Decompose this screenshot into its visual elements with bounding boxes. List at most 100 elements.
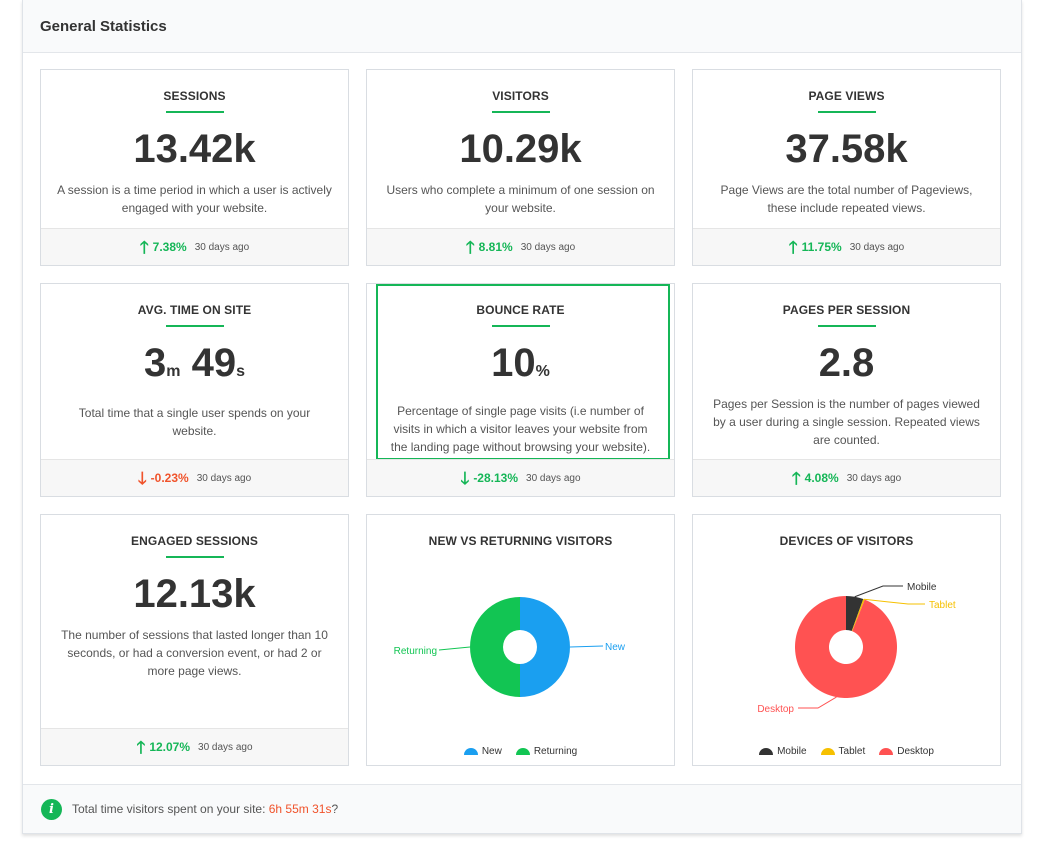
chart-title: DEVICES OF VISITORS <box>779 534 914 548</box>
total-time-label: Total time visitors spent on your site: <box>72 802 269 816</box>
total-time-value: 6h 55m 31s <box>268 802 332 816</box>
trend-value: 4.08% <box>804 471 839 485</box>
card-description: Pages per Session is the number of pages… <box>713 397 980 447</box>
legend-label: Desktop <box>897 746 934 757</box>
new-vs-returning-chart: New Returning <box>394 597 626 697</box>
total-time-suffix: ? <box>331 802 339 816</box>
avg-time-value: 3m 49s <box>41 341 348 394</box>
legend-label: Mobile <box>777 746 807 757</box>
devices-chart: Mobile Tablet Desktop <box>757 582 956 715</box>
title-underline <box>165 325 224 327</box>
legend-swatch <box>879 748 894 755</box>
trend: 🡓 -0.23% <box>138 470 189 487</box>
arrow-up-icon: 🡑 <box>136 737 146 757</box>
sessions-card: SESSIONS 13.42k A session is a time peri… <box>40 69 349 266</box>
title-underline <box>491 325 550 327</box>
slice-label-returning: Returning <box>394 646 437 657</box>
pages-per-session-value: 2.8 <box>818 341 875 385</box>
legend-item-desktop[interactable]: Desktop <box>879 746 934 757</box>
stats-grid: SESSIONS 13.42k A session is a time peri… <box>40 69 1002 766</box>
card-title: BOUNCE RATE <box>476 303 565 317</box>
slice-label-leader <box>863 598 925 605</box>
arrow-up-icon: 🡑 <box>465 237 475 257</box>
legend-swatch <box>515 748 530 755</box>
trend: 🡓 -28.13% <box>460 470 518 487</box>
chart-legend: New Returning <box>367 746 674 757</box>
trend: 🡑 11.75% <box>789 239 842 256</box>
card-description: Percentage of single page visits (i.e nu… <box>390 404 651 454</box>
pie-slice-returning[interactable] <box>470 597 520 697</box>
trend: 🡑 8.81% <box>466 239 513 256</box>
slice-label-leader <box>854 585 903 598</box>
legend-item-mobile[interactable]: Mobile <box>759 746 807 757</box>
engaged-sessions-value: 12.13k <box>133 572 256 616</box>
pie-slice-mobile[interactable] <box>846 596 864 632</box>
card-footer: 🡑 7.38% 30 days ago <box>41 228 348 265</box>
trend-value: 7.38% <box>152 240 187 254</box>
page-views-card: PAGE VIEWS 37.58k Page Views are the tot… <box>692 69 1001 266</box>
trend: 🡑 4.08% <box>792 470 839 487</box>
percent-unit: % <box>535 363 550 380</box>
card-title: PAGES PER SESSION <box>782 303 911 317</box>
chart-legend: Mobile Tablet Desktop <box>693 746 1000 757</box>
legend-swatch <box>463 748 478 755</box>
minutes-value: 3 <box>143 341 167 385</box>
period-label: 30 days ago <box>194 241 250 253</box>
arrow-up-icon: 🡑 <box>791 468 801 488</box>
card-footer: 🡑 8.81% 30 days ago <box>367 228 674 265</box>
avg-time-card: AVG. TIME ON SITE 3m 49s Total time that… <box>40 283 349 497</box>
arrow-up-icon: 🡑 <box>788 237 798 257</box>
card-description: Page Views are the total number of Pagev… <box>720 183 973 215</box>
arrow-up-icon: 🡑 <box>139 237 149 257</box>
trend: 🡑 12.07% <box>136 739 190 756</box>
card-title: VISITORS <box>492 89 549 103</box>
chart-title: NEW VS RETURNING VISITORS <box>428 534 613 548</box>
card-footer: 🡓 -28.13% 30 days ago <box>367 459 674 496</box>
card-description: Total time that a single user spends on … <box>78 406 311 438</box>
card-title: PAGE VIEWS <box>808 89 885 103</box>
seconds-unit: s <box>236 363 245 380</box>
bounce-number: 10 <box>491 341 536 385</box>
engaged-sessions-card: ENGAGED SESSIONS 12.13k The number of se… <box>40 514 349 766</box>
legend-item-returning[interactable]: Returning <box>515 746 578 757</box>
card-description: A session is a time period in which a us… <box>57 183 332 215</box>
total-time-text: Total time visitors spent on your site: … <box>72 802 338 816</box>
total-time-footer: i Total time visitors spent on your site… <box>23 784 1021 833</box>
slice-label-leader <box>569 645 604 648</box>
pie-slice-new[interactable] <box>520 597 570 697</box>
legend-swatch <box>759 748 774 755</box>
pie-slice-desktop[interactable] <box>795 596 897 698</box>
slice-label-desktop: Desktop <box>757 704 794 715</box>
arrow-down-icon: 🡓 <box>137 468 147 488</box>
new-vs-returning-card: NEW VS RETURNING VISITORS New Returning N… <box>366 514 675 766</box>
legend-label: Returning <box>533 746 578 757</box>
slice-label-leader <box>798 696 837 709</box>
trend-value: -28.13% <box>473 471 519 485</box>
seconds-value: 49 <box>191 341 237 385</box>
visitors-card: VISITORS 10.29k Users who complete a min… <box>366 69 675 266</box>
pie-slice-tablet[interactable] <box>851 599 865 632</box>
minutes-unit: m <box>166 363 181 380</box>
trend-value: 12.07% <box>149 740 191 754</box>
card-footer: 🡑 4.08% 30 days ago <box>693 459 1000 496</box>
sessions-value: 13.42k <box>133 127 256 171</box>
legend-item-new[interactable]: New <box>463 746 502 757</box>
trend-value: 11.75% <box>801 240 842 254</box>
legend-swatch <box>820 748 835 755</box>
page-views-value: 37.58k <box>785 127 908 171</box>
visitors-value: 10.29k <box>459 127 582 171</box>
period-label: 30 days ago <box>846 472 902 484</box>
bounce-rate-card: BOUNCE RATE 10% Percentage of single pag… <box>366 283 675 497</box>
card-footer: 🡓 -0.23% 30 days ago <box>41 459 348 496</box>
trend-value: 8.81% <box>478 240 513 254</box>
highlight-frame <box>376 284 670 460</box>
title-underline <box>817 111 876 113</box>
title-underline <box>491 111 550 113</box>
slice-label-new: New <box>605 642 626 653</box>
slice-label-leader <box>438 646 471 651</box>
title-underline <box>165 556 224 558</box>
legend-item-tablet[interactable]: Tablet <box>820 746 865 757</box>
general-statistics-panel: General Statistics SESSIONS 13.42k A ses… <box>22 0 1022 834</box>
card-footer: 🡑 12.07% 30 days ago <box>41 728 348 765</box>
arrow-down-icon: 🡓 <box>460 468 470 488</box>
